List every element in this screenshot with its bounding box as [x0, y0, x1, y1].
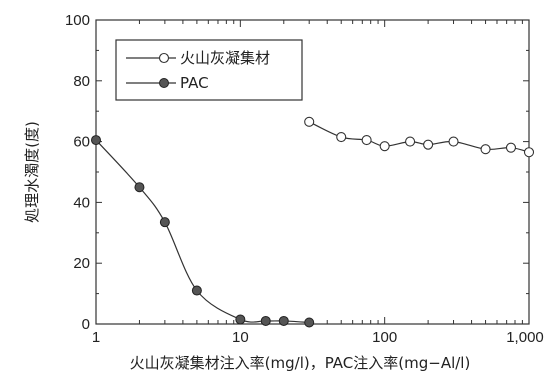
data-point — [159, 217, 170, 228]
axis-tick-labels: 0 20 40 60 80 100 1 10 100 1,000 — [65, 12, 544, 346]
data-point — [235, 314, 246, 325]
series-line — [308, 121, 530, 153]
data-point — [379, 141, 390, 152]
data-point — [304, 116, 315, 127]
x-axis-title: 火山灰凝集材注入率(mg/l)，PAC注入率(mg−Al/l) — [130, 354, 471, 372]
y-tick-label: 100 — [65, 12, 90, 29]
legend-marker — [159, 78, 169, 88]
legend-box — [115, 39, 303, 101]
data-point — [91, 135, 101, 146]
y-tick-label: 60 — [73, 134, 90, 151]
x-tick-label: 1 — [92, 329, 100, 346]
data-point — [505, 142, 517, 153]
x-tick-label: 10 — [232, 329, 249, 346]
data-point — [134, 182, 145, 193]
data-point — [361, 135, 372, 146]
data-point — [405, 136, 416, 147]
legend-entry: PAC — [126, 74, 209, 92]
legend-entry: 火山灰凝集材 — [126, 49, 270, 67]
data-point — [448, 136, 459, 147]
x-tick-label: 100 — [372, 329, 397, 346]
y-tick-label: 40 — [73, 194, 90, 211]
series-2 — [91, 135, 315, 328]
y-tick-label: 0 — [82, 316, 90, 333]
legend: 火山灰凝集材 PAC — [115, 39, 303, 101]
axis-ticks — [95, 19, 529, 325]
series-layer — [91, 116, 535, 328]
legend-label: 火山灰凝集材 — [180, 49, 270, 67]
y-axis-title: 処理水濁度(度) — [23, 121, 41, 223]
series-1 — [304, 116, 535, 158]
data-point — [423, 139, 434, 150]
x-tick-label: 1,000 — [506, 329, 544, 346]
y-tick-label: 20 — [73, 255, 90, 272]
data-point — [336, 131, 347, 143]
data-point — [278, 315, 289, 326]
legend-marker — [158, 52, 170, 64]
legend-label: PAC — [180, 74, 209, 92]
data-point — [191, 285, 202, 296]
data-point — [480, 144, 491, 155]
data-point — [260, 315, 271, 326]
data-point — [304, 317, 315, 328]
data-point — [523, 147, 535, 158]
y-tick-label: 80 — [73, 73, 90, 90]
